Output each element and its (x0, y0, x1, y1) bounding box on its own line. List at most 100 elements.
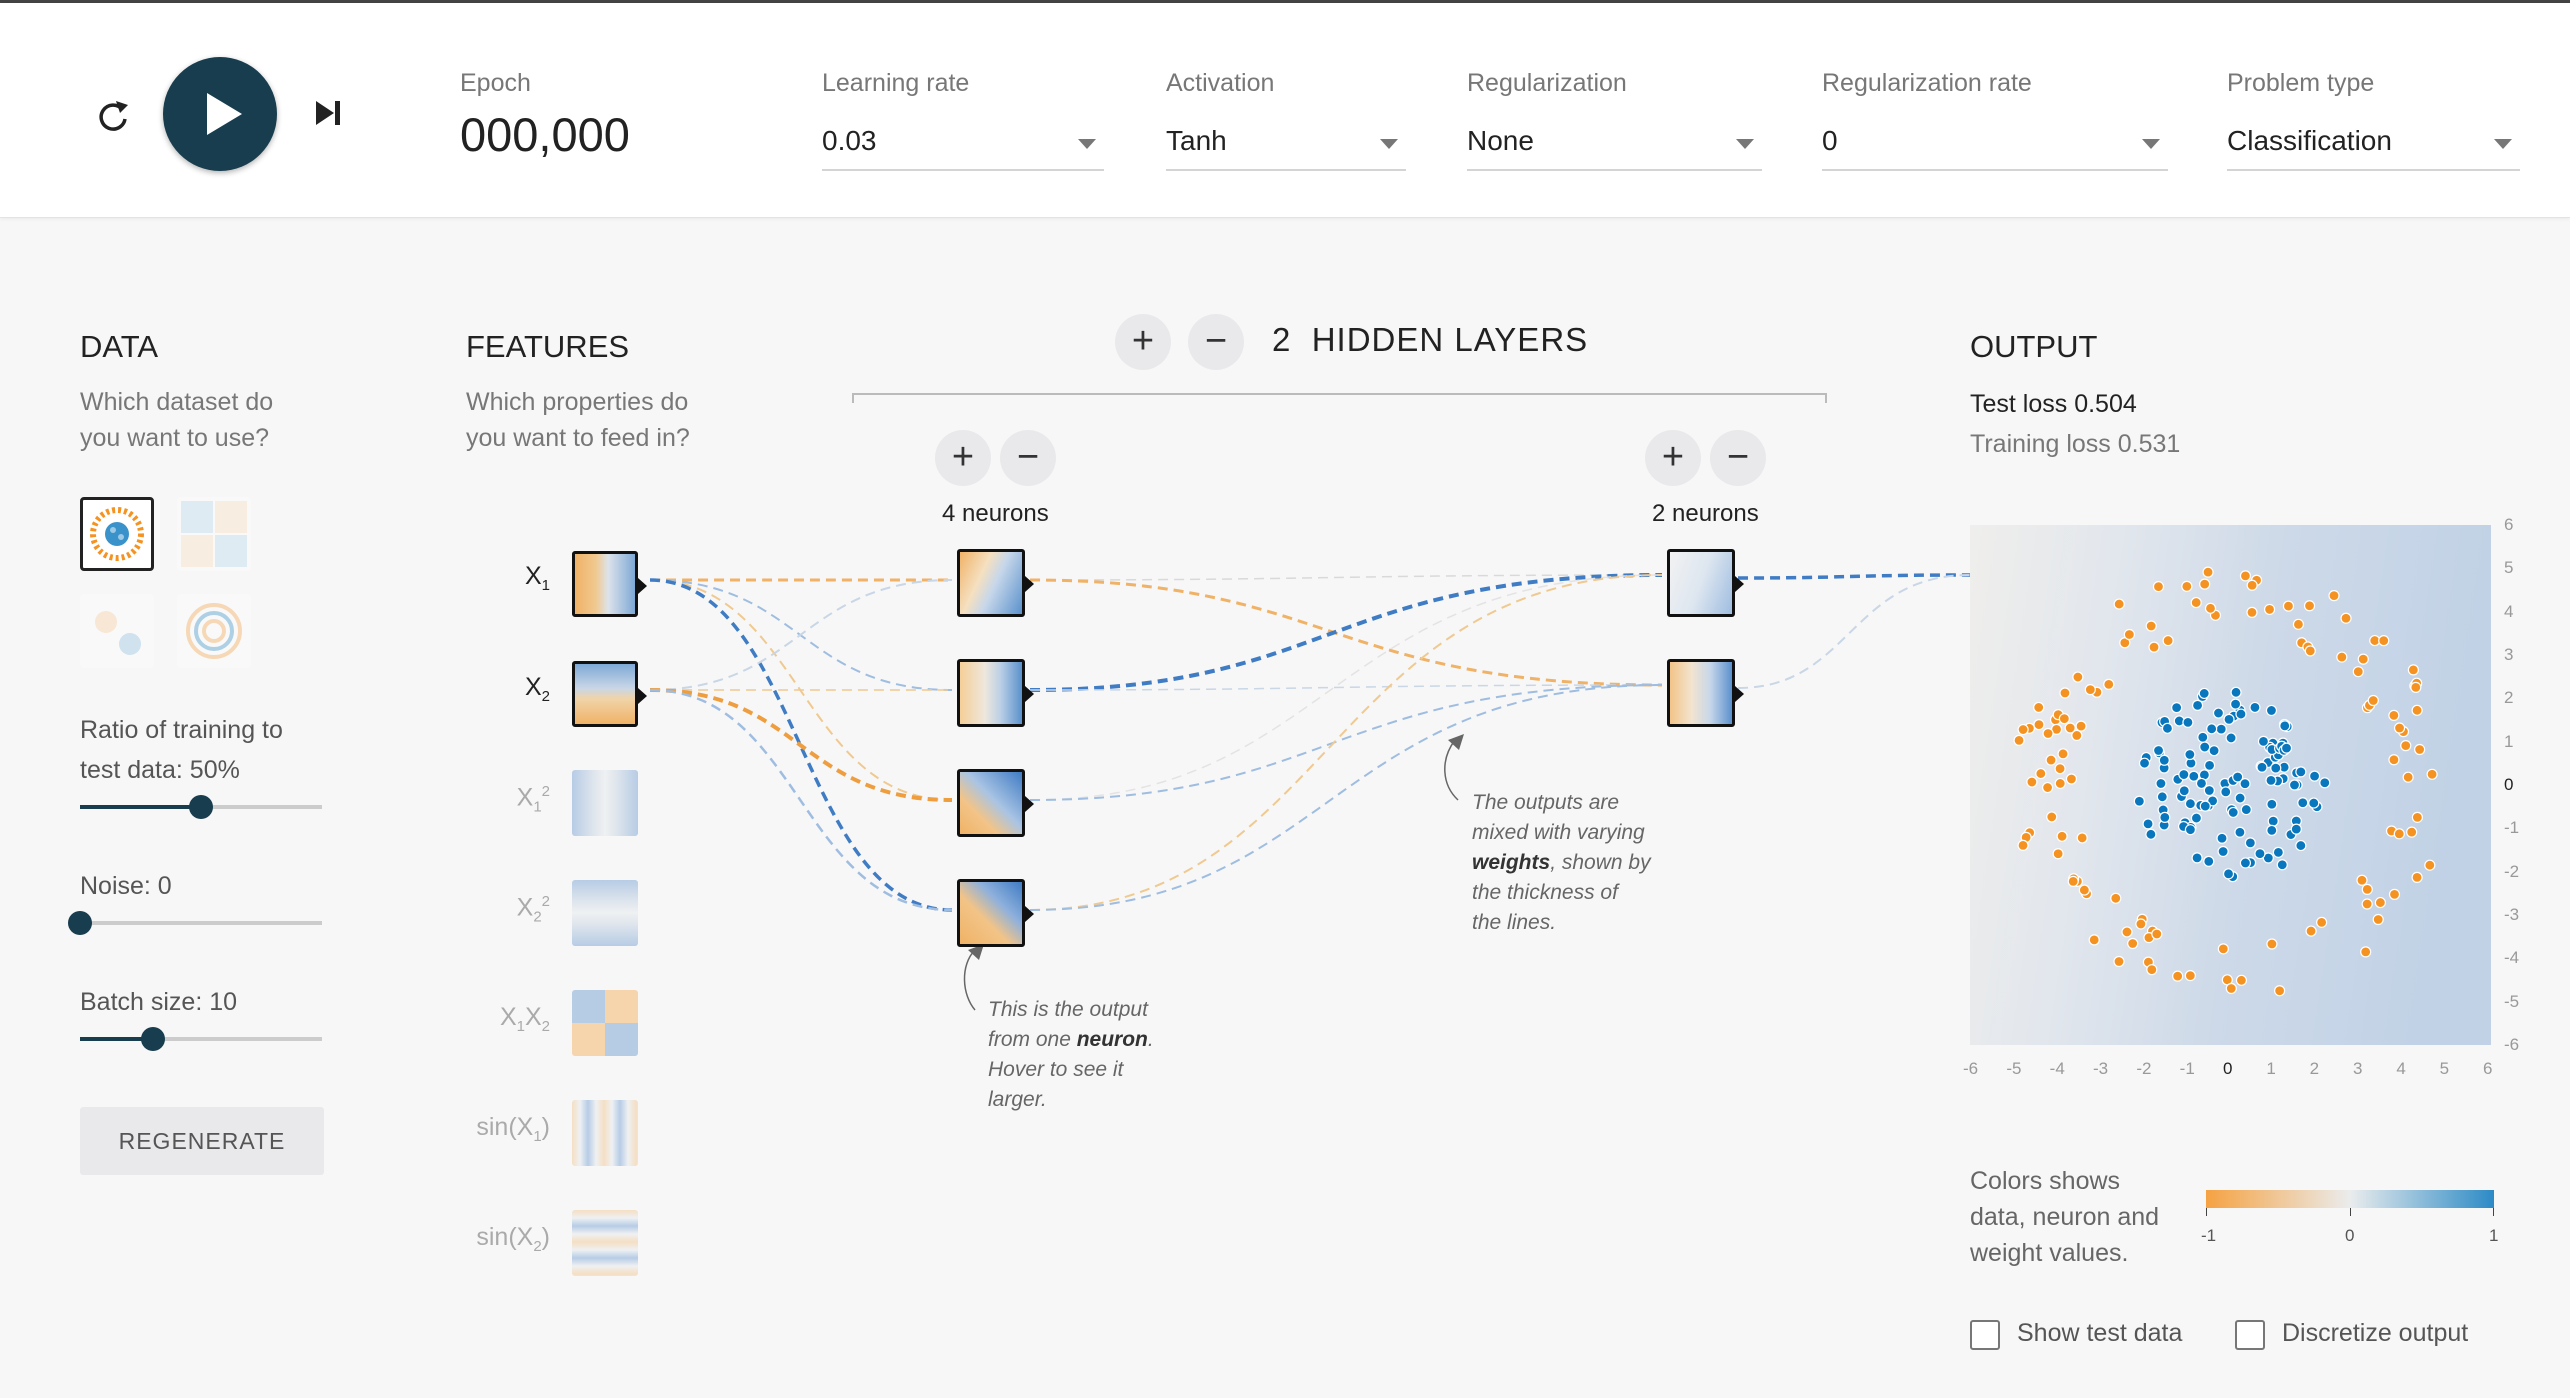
dataset-spiral-thumb (186, 603, 242, 659)
data-point (2190, 596, 2202, 609)
link-x2-n3[interactable] (649, 688, 953, 802)
remove-layer-button[interactable]: − (1188, 314, 1244, 370)
step-button[interactable] (310, 95, 346, 131)
ratio-slider-knob[interactable] (189, 795, 213, 819)
link-n3-m1[interactable] (1029, 574, 1663, 801)
color-scale-tick (2493, 1208, 2494, 1216)
link-n1-m2[interactable] (1029, 578, 1663, 687)
data-point (2215, 723, 2227, 735)
data-point (2182, 716, 2194, 729)
data-point (2266, 824, 2278, 836)
caret-down-icon (1736, 139, 1754, 149)
add-neuron-layer1-button[interactable]: + (935, 430, 991, 486)
reset-icon (99, 101, 128, 131)
feature-sin-x2[interactable] (572, 1210, 638, 1276)
feature-x2[interactable] (572, 661, 647, 727)
add-layer-button[interactable]: + (1115, 314, 1171, 370)
discretize-output-label[interactable]: Discretize output (2282, 1319, 2469, 1347)
data-subtitle-2: you want to use? (80, 424, 270, 452)
noise-slider-knob[interactable] (68, 911, 92, 935)
data-point (2199, 741, 2211, 753)
y-tick: 5 (2504, 558, 2514, 578)
dataset-xor[interactable] (177, 497, 251, 571)
dataset-spiral[interactable] (177, 594, 251, 668)
data-point (2056, 830, 2068, 842)
neuron-layer2-1[interactable] (1667, 549, 1744, 617)
data-point (2203, 784, 2215, 797)
output-plot[interactable] (1970, 525, 2491, 1045)
link-n4-m1[interactable] (1029, 574, 1663, 911)
ratio-slider-fill (80, 805, 201, 809)
data-point (2145, 828, 2157, 840)
data-point (2388, 888, 2401, 900)
data-point (2110, 892, 2122, 904)
data-point (2225, 982, 2237, 995)
link-n3-m2[interactable] (1029, 684, 1663, 801)
data-point (2064, 722, 2076, 734)
batch-slider-knob[interactable] (140, 1027, 165, 1051)
dataset-gauss[interactable] (80, 594, 154, 668)
link-n4-m2[interactable] (1029, 684, 1663, 911)
remove-neuron-layer2-button[interactable]: − (1710, 430, 1766, 486)
data-point (2152, 581, 2165, 593)
color-scale-tick (2350, 1208, 2351, 1216)
step-icon (316, 101, 340, 125)
data-point (2217, 845, 2229, 858)
dataset-gauss-thumb (95, 611, 141, 655)
caret-down-icon (1078, 139, 1096, 149)
regularization-rate-select[interactable]: 0 (1822, 121, 2168, 171)
data-point (2198, 687, 2210, 700)
x-tick: 6 (2483, 1059, 2493, 1078)
regenerate-button[interactable]: REGENERATE (80, 1107, 324, 1175)
feature-x2-squared[interactable] (572, 880, 638, 946)
dataset-circle-thumb (90, 507, 144, 561)
data-point (2400, 740, 2412, 752)
data-point (2295, 839, 2307, 852)
neuron-layer2-2[interactable] (1667, 659, 1744, 727)
data-point (2145, 620, 2157, 632)
regularization-label: Regularization (1467, 69, 1627, 97)
link-x2-n1[interactable] (649, 579, 953, 691)
feature-x1[interactable] (572, 551, 647, 617)
neuron-layer1-1[interactable] (957, 549, 1034, 617)
remove-neuron-layer1-button[interactable]: − (1000, 430, 1056, 486)
noise-label: Noise: 0 (80, 872, 172, 900)
color-scale-min: -1 (2201, 1226, 2217, 1245)
data-point (2152, 744, 2165, 757)
dataset-circle[interactable] (80, 497, 154, 571)
link-x2-n4[interactable] (649, 688, 953, 912)
link-n2-m2[interactable] (1029, 684, 1663, 691)
top-border (0, 0, 2570, 3)
data-point (2208, 745, 2220, 757)
noise-slider[interactable] (68, 911, 322, 935)
add-neuron-layer2-button[interactable]: + (1645, 430, 1701, 486)
data-point (2240, 803, 2252, 816)
link-n2-m1[interactable] (1029, 573, 1663, 692)
link-n1-m1[interactable] (1029, 574, 1663, 581)
link-m1-output[interactable] (1737, 573, 1971, 580)
feature-sin-x1[interactable] (572, 1100, 638, 1166)
reset-button[interactable] (88, 91, 138, 141)
activation-select[interactable]: Tanh (1166, 121, 1406, 171)
problem-type-select[interactable]: Classification (2227, 121, 2520, 171)
feature-x1-squared[interactable] (572, 770, 638, 836)
data-point (2223, 713, 2235, 725)
feature-x1x2[interactable] (572, 990, 638, 1056)
neuron-layer1-2[interactable] (957, 659, 1034, 727)
neuron-layer1-3[interactable] (957, 769, 1034, 837)
discretize-output-checkbox[interactable] (2235, 1320, 2265, 1350)
show-test-data-checkbox[interactable] (1970, 1320, 2000, 1350)
show-test-data-label[interactable]: Show test data (2017, 1319, 2183, 1347)
regularization-select[interactable]: None (1467, 121, 1762, 171)
data-point (2103, 678, 2115, 690)
data-point (2367, 694, 2379, 707)
ratio-slider[interactable] (80, 795, 322, 819)
neuron-layer1-4[interactable] (957, 879, 1034, 947)
learning-rate-select[interactable]: 0.03 (822, 121, 1104, 171)
y-tick: 1 (2504, 731, 2514, 751)
batch-slider[interactable] (80, 1027, 322, 1051)
data-point (2230, 686, 2242, 698)
data-point (2222, 868, 2235, 880)
play-button[interactable] (163, 57, 277, 171)
link-m2-output[interactable] (1737, 574, 1971, 689)
